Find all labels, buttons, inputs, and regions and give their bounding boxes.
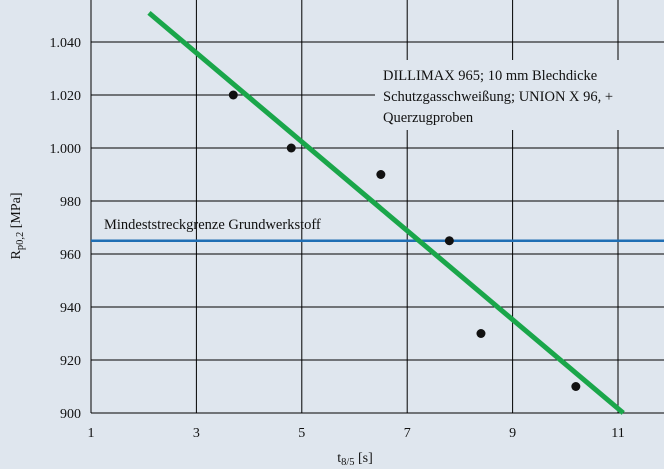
data-points xyxy=(228,90,581,391)
y-axis-ticks: 900 920 940 960 980 1.000 1.020 1.040 xyxy=(50,36,82,422)
data-point xyxy=(228,90,238,100)
y-tick-label: 1.000 xyxy=(50,142,82,157)
y-tick-label: 1.040 xyxy=(50,36,82,51)
y-axis-title-subscript: p0,2 xyxy=(15,232,26,250)
y-tick-label: 980 xyxy=(60,195,81,210)
trend-line xyxy=(147,10,625,415)
x-tick-label: 7 xyxy=(404,426,411,441)
x-axis-title: t8/5 [s] xyxy=(337,451,373,468)
x-tick-label: 3 xyxy=(193,426,200,441)
x-tick-label: 1 xyxy=(88,426,95,441)
grid xyxy=(90,0,664,414)
data-point xyxy=(444,236,454,246)
y-tick-label: 920 xyxy=(60,354,81,369)
data-point xyxy=(476,329,486,338)
annotation-background xyxy=(375,60,664,130)
y-tick-label: 1.020 xyxy=(50,89,82,104)
annotation-line-1: DILLIMAX 965; 10 mm Blechdicke xyxy=(383,68,597,84)
data-point xyxy=(571,382,581,391)
x-axis-ticks: 1 3 5 7 9 11 xyxy=(88,426,625,441)
annotation-line-3: Querzugproben xyxy=(383,110,474,126)
annotation-line-2: Schutzgasschweißung; UNION X 96, + xyxy=(383,89,613,105)
data-point xyxy=(376,170,386,179)
x-tick-label: 9 xyxy=(509,426,516,441)
x-tick-label: 5 xyxy=(298,426,305,441)
y-tick-label: 900 xyxy=(60,407,81,422)
y-axis-title: Rp0,2 [MPa] xyxy=(9,193,26,260)
x-axis-title-subscript: 8/5 xyxy=(341,457,354,468)
x-tick-label: 11 xyxy=(611,426,624,441)
data-point xyxy=(286,143,296,153)
reference-line-label: Mindeststreckgrenze Grundwerkstoff xyxy=(104,217,321,233)
trend-line-group xyxy=(147,10,625,415)
y-tick-label: 940 xyxy=(60,301,81,316)
y-tick-label: 960 xyxy=(60,248,81,263)
